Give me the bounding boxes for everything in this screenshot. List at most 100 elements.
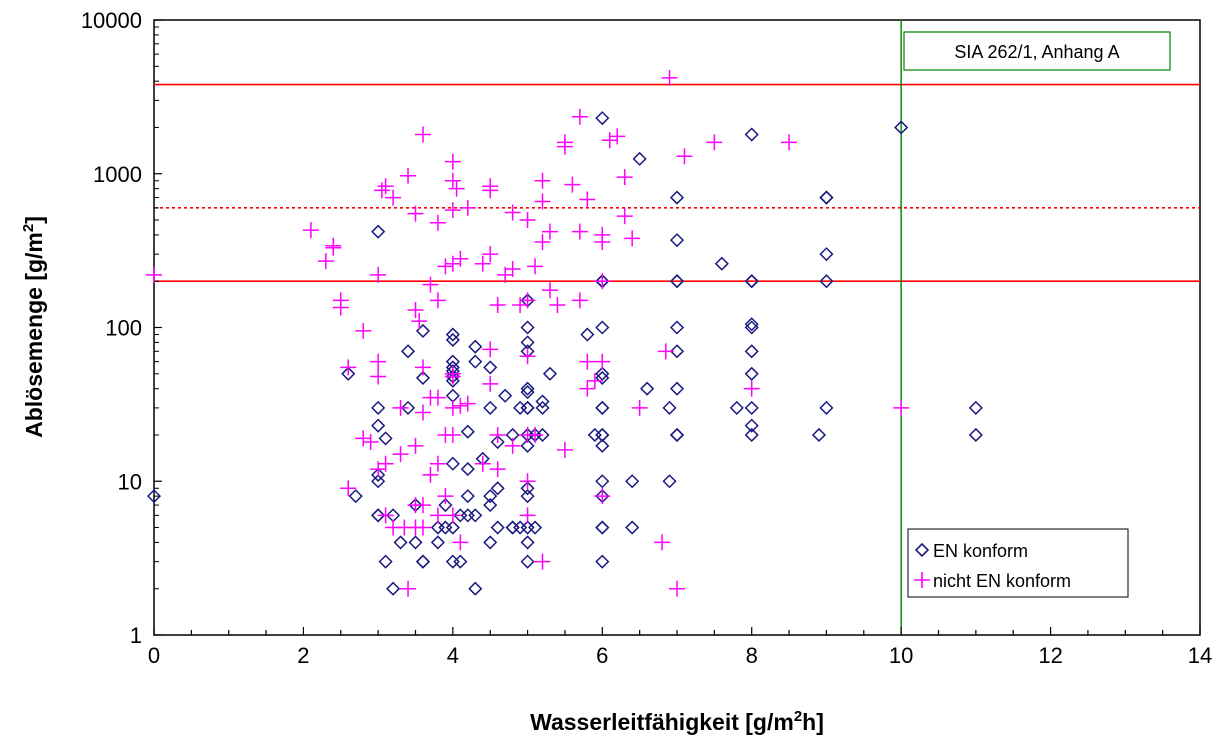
y-tick-label: 1	[130, 623, 142, 648]
y-tick-label: 100	[105, 316, 142, 341]
series-nicht-en-konform	[146, 69, 910, 597]
data-point-nicht-en-konform	[743, 380, 760, 397]
data-point-nicht-en-konform	[407, 301, 424, 318]
data-point-nicht-en-konform	[534, 553, 551, 570]
data-point-nicht-en-konform	[616, 208, 633, 225]
data-point-nicht-en-konform	[519, 212, 536, 229]
data-point-nicht-en-konform	[489, 426, 506, 443]
data-point-en-konform	[520, 385, 535, 400]
x-tick-label: 4	[447, 643, 459, 668]
data-point-en-konform	[468, 354, 483, 369]
data-point-nicht-en-konform	[444, 426, 461, 443]
data-point-nicht-en-konform	[377, 455, 394, 472]
data-point-nicht-en-konform	[422, 466, 439, 483]
data-point-nicht-en-konform	[556, 441, 573, 458]
x-tick-label: 8	[746, 643, 758, 668]
data-point-en-konform	[460, 489, 475, 504]
data-point-nicht-en-konform	[317, 253, 334, 270]
data-point-nicht-en-konform	[437, 488, 454, 505]
y-tick-label: 10000	[81, 8, 142, 33]
data-point-en-konform	[371, 418, 386, 433]
legend-marker-nicht-en-konform	[914, 572, 930, 588]
data-point-en-konform	[595, 438, 610, 453]
data-point-en-konform	[408, 535, 423, 550]
data-point-en-konform	[968, 400, 983, 415]
y-axis-title: Ablösemenge [g/m2]	[20, 216, 47, 438]
y-axis: 1 10 100 1000 10000	[81, 8, 162, 648]
data-point-nicht-en-konform	[564, 176, 581, 193]
data-point-nicht-en-konform	[392, 446, 409, 463]
data-point-en-konform	[400, 400, 416, 415]
data-point-nicht-en-konform	[489, 297, 506, 314]
data-point-nicht-en-konform	[579, 380, 596, 397]
data-point-nicht-en-konform	[444, 399, 461, 416]
data-point-en-konform	[669, 274, 685, 289]
data-point-en-konform	[744, 317, 759, 332]
y-axis-title-tail: ]	[21, 216, 47, 224]
x-tick-label: 10	[889, 643, 913, 668]
data-point-en-konform	[483, 360, 498, 375]
data-point-en-konform	[460, 424, 475, 439]
x-axis-title-tail: h]	[802, 709, 824, 735]
data-point-nicht-en-konform	[541, 282, 558, 299]
annotation-box: SIA 262/1, Anhang A	[903, 31, 1171, 71]
data-point-en-konform	[520, 554, 535, 569]
data-point-en-konform	[520, 381, 535, 396]
data-point-en-konform	[341, 366, 356, 381]
data-point-en-konform	[669, 320, 685, 335]
data-point-nicht-en-konform	[504, 261, 521, 278]
data-point-nicht-en-konform	[534, 172, 551, 189]
data-point-nicht-en-konform	[355, 430, 372, 447]
data-point-en-konform	[669, 381, 685, 396]
data-point-nicht-en-konform	[571, 108, 588, 125]
data-point-nicht-en-konform	[459, 199, 476, 216]
data-point-en-konform	[371, 224, 386, 239]
data-point-nicht-en-konform	[414, 519, 431, 536]
data-point-en-konform	[520, 400, 535, 415]
data-point-en-konform	[445, 327, 460, 342]
data-point-nicht-en-konform	[706, 134, 723, 151]
data-point-nicht-en-konform	[452, 534, 469, 551]
data-point-nicht-en-konform	[400, 167, 417, 184]
data-point-en-konform	[744, 127, 759, 142]
data-point-en-konform	[468, 508, 483, 523]
data-point-en-konform	[595, 366, 610, 381]
data-point-nicht-en-konform	[474, 255, 491, 272]
data-point-nicht-en-konform	[489, 461, 506, 478]
data-point-en-konform	[595, 520, 610, 535]
legend: EN konform nicht EN konform	[907, 528, 1129, 598]
data-point-en-konform	[483, 400, 498, 415]
data-point-nicht-en-konform	[332, 299, 349, 316]
data-point-en-konform	[527, 520, 543, 535]
data-point-en-konform	[819, 400, 834, 415]
data-point-en-konform	[669, 233, 685, 248]
data-point-nicht-en-konform	[452, 397, 469, 414]
data-point-nicht-en-konform	[519, 473, 536, 490]
data-point-en-konform	[453, 554, 468, 569]
data-point-nicht-en-konform	[362, 434, 379, 451]
data-point-nicht-en-konform	[422, 276, 439, 293]
x-axis: 0 2 4 6 8 10 12 14	[148, 627, 1212, 668]
data-point-nicht-en-konform	[571, 223, 588, 240]
data-point-nicht-en-konform	[657, 343, 674, 360]
data-point-en-konform	[595, 320, 610, 335]
data-point-en-konform	[819, 190, 834, 205]
data-point-en-konform	[348, 489, 363, 504]
data-point-en-konform	[438, 498, 453, 513]
data-point-nicht-en-konform	[601, 132, 618, 149]
data-point-en-konform	[595, 370, 610, 385]
data-point-en-konform	[819, 274, 834, 289]
data-point-nicht-en-konform	[624, 230, 641, 247]
data-point-nicht-en-konform	[407, 437, 424, 454]
data-point-en-konform	[669, 344, 685, 359]
data-point-en-konform	[669, 427, 685, 443]
data-point-en-konform	[400, 344, 416, 359]
y-axis-title-sup: 2	[20, 224, 37, 232]
data-point-nicht-en-konform	[609, 128, 626, 145]
data-point-en-konform	[595, 554, 610, 569]
data-point-en-konform	[811, 427, 827, 443]
data-point-en-konform	[662, 400, 677, 415]
data-point-en-konform	[490, 520, 505, 535]
data-point-en-konform	[640, 381, 655, 396]
data-point-en-konform	[430, 535, 445, 550]
